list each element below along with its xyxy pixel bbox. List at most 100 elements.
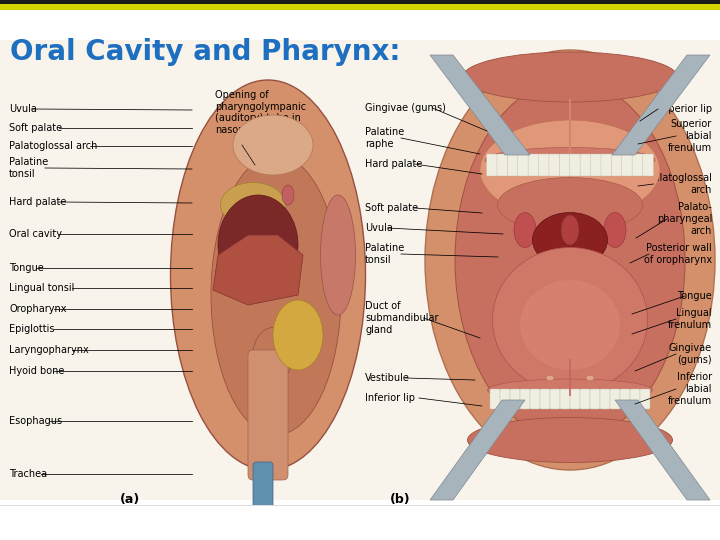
Ellipse shape: [480, 120, 660, 220]
FancyBboxPatch shape: [550, 389, 560, 409]
Text: Duct of
submandibular
gland: Duct of submandibular gland: [365, 301, 438, 335]
Ellipse shape: [520, 280, 620, 370]
FancyBboxPatch shape: [610, 389, 620, 409]
Text: Figure 23.7b: Figure 23.7b: [623, 514, 712, 526]
Text: Posterior wall
of oropharynx: Posterior wall of oropharynx: [644, 243, 712, 265]
Text: Lingual
frenulum: Lingual frenulum: [668, 308, 712, 330]
Polygon shape: [612, 55, 710, 155]
Ellipse shape: [487, 379, 652, 401]
Ellipse shape: [492, 247, 647, 393]
Ellipse shape: [171, 80, 366, 470]
Text: Oral Cavity and Pharynx:: Oral Cavity and Pharynx:: [10, 38, 400, 66]
Text: Lingual tonsil: Lingual tonsil: [9, 283, 74, 293]
FancyBboxPatch shape: [500, 389, 510, 409]
Polygon shape: [213, 235, 303, 305]
FancyBboxPatch shape: [590, 389, 600, 409]
Polygon shape: [615, 400, 710, 500]
Ellipse shape: [546, 375, 554, 381]
Text: Laryngopharynx: Laryngopharynx: [9, 345, 89, 355]
FancyBboxPatch shape: [601, 154, 612, 176]
Text: Soft palate: Soft palate: [365, 203, 418, 213]
Text: (a): (a): [120, 493, 140, 506]
Ellipse shape: [320, 195, 356, 315]
Text: Oral cavity: Oral cavity: [9, 229, 62, 239]
Ellipse shape: [604, 213, 626, 247]
Ellipse shape: [220, 183, 286, 227]
Text: Hard palate: Hard palate: [365, 159, 423, 169]
Text: Palato-
pharyngeal
arch: Palato- pharyngeal arch: [657, 202, 712, 235]
FancyBboxPatch shape: [570, 389, 580, 409]
FancyBboxPatch shape: [253, 462, 273, 528]
Ellipse shape: [273, 300, 323, 370]
FancyBboxPatch shape: [600, 389, 610, 409]
Text: Palatine
tonsil: Palatine tonsil: [9, 157, 48, 179]
Text: (b): (b): [390, 493, 410, 506]
FancyBboxPatch shape: [570, 154, 581, 176]
FancyBboxPatch shape: [580, 389, 590, 409]
FancyBboxPatch shape: [530, 389, 540, 409]
FancyBboxPatch shape: [559, 154, 570, 176]
Ellipse shape: [533, 213, 608, 267]
Ellipse shape: [514, 213, 536, 247]
Polygon shape: [430, 55, 530, 155]
FancyBboxPatch shape: [611, 154, 622, 176]
FancyBboxPatch shape: [539, 154, 549, 176]
Ellipse shape: [561, 215, 579, 245]
Text: Opening of
pharyngolympanic
(auditory) tube in
nasopharynx: Opening of pharyngolympanic (auditory) t…: [215, 90, 306, 135]
Ellipse shape: [485, 147, 655, 172]
FancyBboxPatch shape: [520, 389, 530, 409]
Text: Gingivae (gums): Gingivae (gums): [365, 103, 446, 113]
FancyBboxPatch shape: [642, 154, 654, 176]
Ellipse shape: [253, 327, 293, 382]
Bar: [0, 505, 720, 540]
Ellipse shape: [467, 417, 672, 462]
FancyBboxPatch shape: [497, 154, 508, 176]
FancyBboxPatch shape: [640, 389, 650, 409]
Text: Palatoglossal
arch: Palatoglossal arch: [648, 173, 712, 195]
FancyBboxPatch shape: [620, 389, 630, 409]
Text: Hyoid bone: Hyoid bone: [9, 366, 64, 376]
FancyBboxPatch shape: [632, 154, 643, 176]
Ellipse shape: [498, 178, 642, 233]
FancyBboxPatch shape: [621, 154, 633, 176]
Text: Soft palate: Soft palate: [9, 123, 62, 133]
Bar: [0, 4, 720, 10]
FancyBboxPatch shape: [510, 389, 520, 409]
Text: Palatoglossal arch: Palatoglossal arch: [9, 141, 97, 151]
Ellipse shape: [586, 375, 594, 381]
FancyBboxPatch shape: [560, 389, 570, 409]
FancyBboxPatch shape: [580, 154, 591, 176]
Text: Vestibule: Vestibule: [365, 373, 410, 383]
Text: Uvula: Uvula: [9, 104, 37, 114]
FancyBboxPatch shape: [248, 350, 288, 480]
Ellipse shape: [282, 185, 294, 205]
FancyBboxPatch shape: [508, 154, 518, 176]
Text: Gingivae
(gums): Gingivae (gums): [669, 343, 712, 365]
FancyBboxPatch shape: [487, 154, 498, 176]
Text: Copyright © 2006 Pearson Education, Inc., publishing as Benjamin Cummings: Copyright © 2006 Pearson Education, Inc.…: [8, 515, 390, 525]
Text: Inferior lip: Inferior lip: [365, 393, 415, 403]
Text: Epiglottis: Epiglottis: [9, 324, 55, 334]
FancyBboxPatch shape: [540, 389, 550, 409]
Text: Trachea: Trachea: [9, 469, 47, 479]
FancyBboxPatch shape: [549, 154, 560, 176]
Ellipse shape: [211, 155, 341, 435]
Text: Tongue: Tongue: [678, 291, 712, 301]
FancyBboxPatch shape: [518, 154, 528, 176]
Text: Palatine
raphe: Palatine raphe: [365, 127, 404, 149]
Text: Superior
labial
frenulum: Superior labial frenulum: [668, 119, 712, 153]
FancyBboxPatch shape: [490, 389, 500, 409]
Ellipse shape: [462, 52, 678, 102]
Ellipse shape: [425, 50, 715, 470]
Text: Hard palate: Hard palate: [9, 197, 66, 207]
Text: Palatine
tonsil: Palatine tonsil: [365, 243, 404, 265]
Text: Superior lip: Superior lip: [656, 104, 712, 114]
FancyBboxPatch shape: [528, 154, 539, 176]
FancyBboxPatch shape: [630, 389, 640, 409]
Text: Esophagus: Esophagus: [9, 416, 62, 426]
Ellipse shape: [455, 80, 685, 440]
Polygon shape: [430, 400, 525, 500]
Bar: [0, 0, 720, 4]
Text: Uvula: Uvula: [365, 223, 393, 233]
Text: Tongue: Tongue: [9, 263, 44, 273]
